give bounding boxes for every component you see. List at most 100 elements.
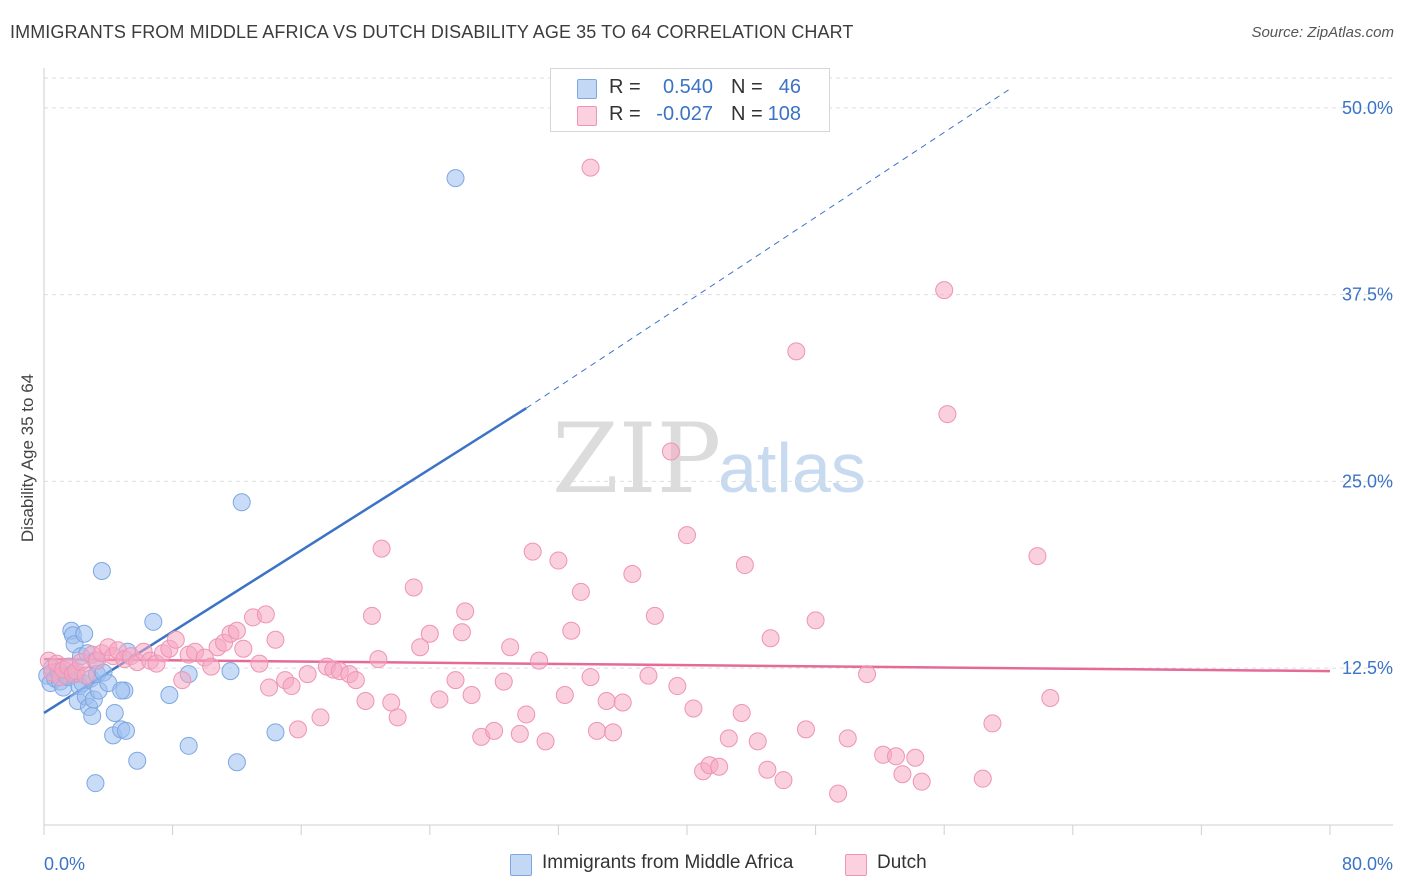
legend-r-value: 0.540 — [662, 76, 713, 98]
point-dutch — [581, 158, 600, 177]
point-middle-africa — [160, 686, 179, 705]
point-dutch — [829, 784, 848, 803]
point-dutch — [581, 668, 600, 687]
watermark-zip: ZIP — [552, 403, 721, 515]
y-tick-label: 50.0% — [1342, 98, 1393, 118]
legend-label-middle-africa: Immigrants from Middle Africa — [542, 852, 794, 873]
point-dutch — [356, 691, 375, 710]
point-middle-africa — [86, 774, 105, 793]
point-dutch — [983, 714, 1002, 733]
point-dutch — [166, 630, 185, 649]
y-tick-label: 12.5% — [1342, 658, 1393, 678]
series-legend: Immigrants from Middle Africa Dutch — [0, 852, 1406, 878]
data-points — [38, 158, 1060, 803]
legend-n-value: 46 — [778, 76, 801, 98]
point-dutch — [234, 639, 253, 658]
point-dutch — [256, 605, 275, 624]
point-dutch — [530, 651, 549, 670]
point-middle-africa — [179, 736, 198, 755]
point-middle-africa — [105, 703, 124, 722]
point-dutch — [266, 630, 285, 649]
point-dutch — [456, 602, 475, 621]
chart-title: IMMIGRANTS FROM MIDDLE AFRICA VS DUTCH D… — [10, 22, 854, 42]
point-dutch — [501, 638, 520, 657]
point-dutch — [684, 699, 703, 718]
tick-labels: 12.5% 25.0% 37.5% 50.0% 0.0% 80.0% — [44, 98, 1393, 874]
watermark: ZIP atlas — [552, 403, 866, 515]
point-dutch — [886, 747, 905, 766]
point-dutch — [510, 724, 529, 743]
point-dutch — [571, 582, 590, 601]
point-dutch — [838, 729, 857, 748]
point-middle-africa — [83, 706, 102, 725]
point-dutch — [555, 686, 574, 705]
point-dutch — [372, 539, 391, 558]
point-dutch — [604, 723, 623, 742]
point-dutch — [973, 769, 992, 788]
point-middle-africa — [128, 751, 147, 770]
point-dutch — [796, 720, 815, 739]
point-dutch — [311, 708, 330, 727]
x-tick-label: 0.0% — [44, 854, 85, 874]
point-dutch — [452, 623, 471, 642]
point-dutch — [613, 693, 632, 712]
point-dutch — [668, 677, 687, 696]
point-dutch — [623, 565, 642, 584]
point-dutch — [382, 693, 401, 712]
legend-n-label: N = — [731, 103, 763, 125]
point-dutch — [1041, 689, 1060, 708]
point-dutch — [462, 686, 481, 705]
point-middle-africa — [446, 169, 465, 188]
point-dutch — [912, 772, 931, 791]
legend-swatch-dutch — [845, 854, 867, 876]
legend-r-label: R = — [609, 76, 641, 98]
point-dutch — [597, 691, 616, 710]
legend-label-dutch: Dutch — [877, 852, 927, 873]
point-dutch — [562, 621, 581, 640]
y-tick-label: 25.0% — [1342, 471, 1393, 491]
point-dutch — [806, 611, 825, 630]
point-dutch — [787, 342, 806, 361]
point-dutch — [362, 606, 381, 625]
point-dutch — [1028, 547, 1047, 566]
point-dutch — [420, 624, 439, 643]
point-dutch — [369, 650, 388, 669]
point-dutch — [639, 666, 658, 685]
point-middle-africa — [116, 721, 135, 740]
point-dutch — [893, 765, 912, 784]
point-dutch — [404, 578, 423, 597]
point-dutch — [935, 281, 954, 300]
trend-lines — [43, 89, 1331, 715]
point-dutch — [173, 671, 192, 690]
axes — [43, 68, 1393, 835]
point-middle-africa — [112, 681, 131, 700]
point-dutch — [719, 729, 738, 748]
legend-swatch-pink — [577, 106, 597, 126]
point-middle-africa — [144, 612, 163, 631]
point-dutch — [346, 671, 365, 690]
legend-r-label: R = — [609, 103, 641, 125]
point-dutch — [76, 666, 95, 685]
point-dutch — [282, 677, 301, 696]
point-dutch — [446, 671, 465, 690]
point-dutch — [645, 606, 664, 625]
watermark-atlas: atlas — [718, 429, 866, 507]
point-dutch — [260, 678, 279, 697]
legend-swatch-middle-africa — [510, 854, 532, 876]
point-dutch — [732, 703, 751, 722]
point-dutch — [536, 732, 555, 751]
point-middle-africa — [92, 562, 111, 581]
correlation-legend: R = 0.540 N = 46 R = -0.027 N = 108 — [550, 68, 830, 132]
legend-row-pink: R = -0.027 N = 108 — [551, 103, 829, 127]
point-dutch — [250, 654, 269, 673]
legend-row-blue: R = 0.540 N = 46 — [551, 76, 829, 100]
point-dutch — [288, 720, 307, 739]
point-dutch — [227, 621, 246, 640]
source-label: Source: ZipAtlas.com — [1251, 24, 1394, 41]
point-dutch — [938, 405, 957, 424]
trend-line-middle-africa-extension — [525, 89, 1009, 409]
point-dutch — [549, 551, 568, 570]
point-dutch — [735, 556, 754, 575]
point-dutch — [388, 708, 407, 727]
